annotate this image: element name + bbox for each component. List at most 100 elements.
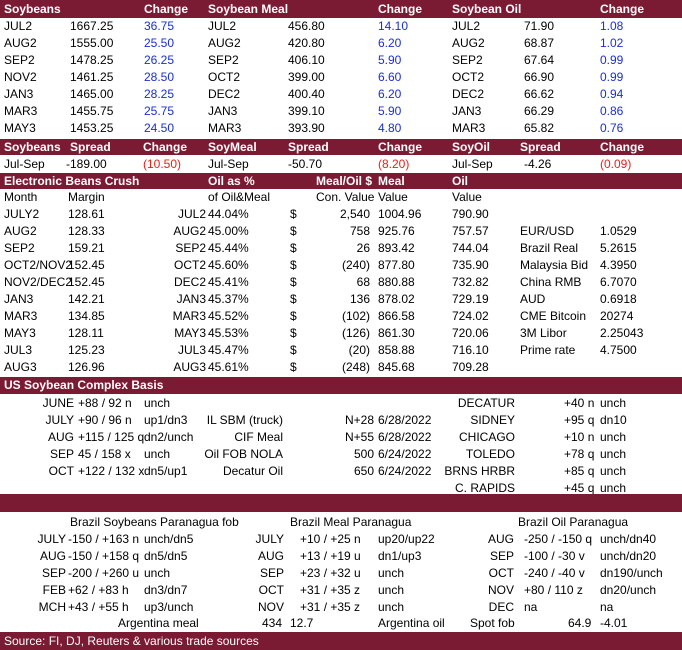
table-row: AUD 0.6918 (0, 292, 682, 307)
market-value: 2.25043 (600, 326, 644, 340)
basis-month: JULY (45, 413, 74, 427)
soybean-price: 1453.25 (70, 121, 114, 135)
spot-fob-value: 64.9 (568, 616, 592, 630)
dollar-sign: $ (290, 241, 297, 255)
meal-change: 5.90 (378, 53, 402, 67)
soy-change: dn5/dn5 (144, 549, 188, 563)
oil-month: NOV (487, 583, 514, 597)
oil-share: 45.41% (208, 275, 249, 289)
contract-month: JAN3 (452, 104, 482, 118)
meal-basis: +10 / +25 n (300, 532, 361, 546)
table-row: AUG -150 / +158 q dn5/dn5 AUG +13 / +19 u dn1… (0, 549, 682, 564)
basis-range: +95 q (564, 413, 595, 427)
table-row: MAY3 1453.25 24.50 MAR3 393.90 4.80 MAR3 65.82 0… (0, 121, 682, 136)
dollar-sign: $ (290, 224, 297, 238)
crush-margin: 128.11 (68, 326, 104, 340)
basis-value: 500 (353, 447, 374, 461)
meal-value: 877.80 (378, 258, 415, 272)
brazil-meal-title: Brazil Meal Paranagua (290, 515, 412, 529)
change-heading: Change (600, 140, 645, 154)
table-row: Malaysia Bid 4.3950 (0, 258, 682, 273)
oil-value-label: Value (452, 190, 482, 204)
table-row: MAR3 134.85 MAR3 45.52% $ (102) 866.58 724.02 (0, 309, 682, 324)
meal-change: unch (378, 583, 405, 597)
crush-month: OCT2/NOV2 (4, 258, 73, 272)
meal-basis: +31 / +35 z (300, 583, 361, 597)
basis-value: 650 (353, 464, 374, 478)
argentina-meal-value: 434 (262, 616, 283, 630)
meal-change: 14.10 (378, 19, 409, 33)
oil-price: 66.29 (524, 104, 555, 118)
crush-margin: 126.96 (68, 360, 105, 374)
brazil-oil-title: Brazil Oil Paranagua (518, 515, 629, 529)
basis-range: +45 q (564, 481, 595, 495)
crush-margin: 159.21 (68, 241, 105, 255)
crush-month: AUG2 (4, 224, 37, 238)
table-row: OCT +122 / 132 x dn5/up1 Decatur Oil 650 6/24… (0, 464, 682, 479)
con-value: (240) (341, 258, 370, 272)
meal-value: 925.76 (378, 224, 415, 238)
crush-heading: Electronic Beans Crush (4, 174, 140, 188)
soybeans-spread-heading: Soybeans (4, 140, 61, 154)
soy-month: MCH (38, 600, 66, 614)
table-row: EUR/USD 1.0529 (0, 224, 682, 239)
change-heading: Change (378, 2, 423, 16)
meal-price: 456.80 (288, 19, 325, 33)
brazil-titles: Brazil Soybeans Paranagua fob Brazil Mea… (0, 515, 682, 530)
oil-month: SEP (489, 549, 514, 563)
oil-value: 729.19 (452, 292, 489, 306)
con-value: 26 (356, 241, 370, 255)
dollar-sign: $ (290, 292, 297, 306)
oil-share: 45.61% (208, 360, 249, 374)
meal-price: 406.10 (288, 53, 325, 67)
basis-location: CHICAGO (458, 430, 515, 444)
oil-value: 735.90 (452, 258, 489, 272)
crush-month: SEP2 (4, 241, 35, 255)
table-row: SEP2 159.21 SEP2 45.44% $26 893.42 744.04 (0, 241, 682, 256)
basis-date: 6/28/2022 (378, 413, 432, 427)
oil-price: 66.62 (524, 87, 555, 101)
meal-month: OCT (258, 583, 284, 597)
soybean-change: 26.25 (144, 53, 175, 67)
table-row: 3M Libor 2.25043 (0, 326, 682, 341)
dollar-sign: $ (290, 360, 297, 374)
basis-change: unch (144, 447, 171, 461)
basis-range: +10 n (564, 430, 595, 444)
market-name: Brazil Real (520, 241, 579, 255)
basis-location: DECATUR (457, 396, 515, 410)
spreads-header: Soybeans Spread Change SoyMeal Spread Ch… (0, 139, 682, 155)
market-name: EUR/USD (520, 224, 575, 238)
crush-month: AUG3 (4, 360, 37, 374)
brazil-soy-title: Brazil Soybeans Paranagua fob (70, 515, 239, 529)
oil-change: 1.02 (600, 36, 624, 50)
oil-share: 45.47% (208, 343, 249, 357)
crush-contract: OCT2 (173, 258, 206, 272)
con-value: (20) (348, 343, 370, 357)
table-row: MCH +43 / +55 h up3/unch NOV +31 / +35 z unch… (0, 600, 682, 615)
crush-contract: JUL2 (177, 207, 206, 221)
oil-basis: -240 / -40 v (524, 566, 585, 580)
soybean-price: 1461.25 (70, 70, 114, 84)
meal-change: up20/up22 (378, 532, 435, 546)
dollar-sign: $ (290, 258, 297, 272)
meal-value: 893.42 (378, 241, 415, 255)
basis-value: N+55 (344, 430, 374, 444)
table-row: AUG3 126.96 AUG3 45.61% $ (248) 845.68 709.28 (0, 360, 682, 375)
oil-change: 0.99 (600, 53, 624, 67)
basis-product: Oil FOB NOLA (204, 447, 283, 461)
basis-change: unch (600, 396, 627, 410)
oil-share: 45.37% (208, 292, 249, 306)
crush-header: Electronic Beans Crush Oil as % Meal/Oil… (0, 173, 682, 189)
meal-basis: +13 / +19 u (300, 549, 361, 563)
meal-month: AUG (257, 549, 284, 563)
meal-value: 880.88 (378, 275, 415, 289)
oil-basis: -250 / -150 q (524, 532, 593, 546)
table-row: Brazil Real 5.2615 (0, 241, 682, 256)
basis-location: BRNS HRBR (444, 464, 515, 478)
basis-date: 6/24/2022 (378, 464, 432, 478)
basis-month: OCT (48, 464, 74, 478)
basis-change: unch (600, 447, 627, 461)
meal-basis: +23 / +32 u (300, 566, 361, 580)
soymeal-spread-heading: SoyMeal (208, 140, 257, 154)
crush-contract: SEP2 (175, 241, 206, 255)
